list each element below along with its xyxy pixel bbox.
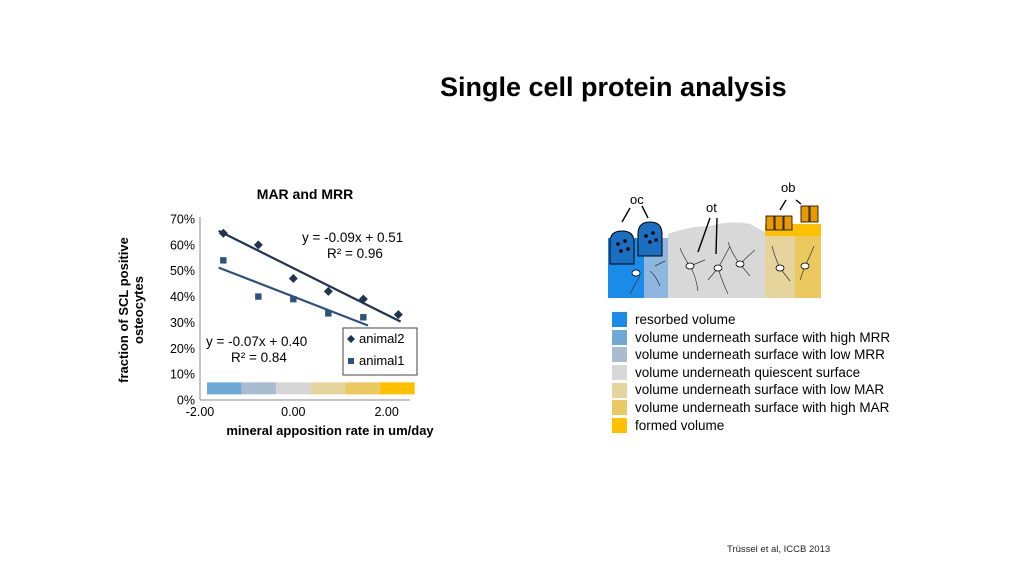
osteocyte-cell <box>775 264 785 272</box>
osteoblast-cell <box>765 215 775 231</box>
data-point-animal2 <box>393 310 403 320</box>
data-point-animal1 <box>220 257 227 264</box>
y-axis-label: fraction of SCL positiveosteocytes <box>116 237 146 383</box>
legend-swatch <box>612 400 627 416</box>
color-band-segment <box>310 382 346 395</box>
y-tick-label: 30% <box>170 316 195 330</box>
data-point-animal2 <box>218 228 228 238</box>
chart-legend <box>342 327 418 376</box>
legend-label: volume underneath surface with high MRR <box>635 329 891 345</box>
equation-animal1: y = -0.07x + 0.40 <box>206 334 307 349</box>
y-tick-label: 60% <box>170 238 195 252</box>
osteoblast-cell <box>774 215 784 231</box>
osteoblast-cell <box>809 205 819 223</box>
y-tick-label: 50% <box>170 264 195 278</box>
r-squared-animal2: R² = 0.96 <box>327 246 383 261</box>
x-axis-label: mineral apposition rate in um/day <box>226 423 434 438</box>
color-band-segment <box>207 382 242 395</box>
osteocyte-cell <box>735 260 745 268</box>
osteoclast-label: oc <box>630 192 644 207</box>
legend-swatch <box>612 329 627 345</box>
osteocyte-label: ot <box>706 200 717 215</box>
legend-label: volume underneath surface with high MAR <box>635 399 890 415</box>
legend-label: formed volume <box>635 417 725 433</box>
legend-marker-animal1 <box>348 358 354 364</box>
data-point-animal1 <box>360 314 367 321</box>
color-band-segment <box>345 382 381 395</box>
trendline-animal2 <box>218 229 402 323</box>
legend-item: volume underneath quiescent surface <box>612 364 890 382</box>
equation-animal2: y = -0.09x + 0.51 <box>302 230 403 245</box>
legend-item: volume underneath surface with low MRR <box>612 346 890 364</box>
x-tick-label: 2.00 <box>374 405 398 419</box>
legend-label-animal2: animal2 <box>359 331 405 346</box>
low-mar-region <box>765 231 795 298</box>
osteoblast-label: ob <box>781 180 795 195</box>
legend-item: resorbed volume <box>612 311 890 329</box>
legend-item: volume underneath surface with low MAR <box>612 381 890 399</box>
legend-item: volume underneath surface with high MRR <box>612 329 890 347</box>
data-point-animal1 <box>290 295 297 303</box>
y-tick-label: 20% <box>170 342 195 356</box>
legend-swatch <box>612 347 627 363</box>
osteoclast-cell <box>609 230 635 265</box>
color-band-segment <box>241 382 277 395</box>
sclerostin-chart: MAR and MRR 0% 10% 20% 30% 40% 50% 60% 70% -2.00 0… <box>116 186 434 438</box>
slide-title: Single cell protein analysis <box>440 72 787 102</box>
osteocyte-cell <box>713 264 723 272</box>
data-point-animal1 <box>325 310 332 317</box>
citation: Trüssel et al, ICCB 2013 <box>727 544 831 555</box>
remodeling-legend: resorbed volume volume underneath surfac… <box>612 311 890 434</box>
data-point-animal2 <box>288 273 298 283</box>
osteoclast-cell <box>637 221 663 257</box>
y-tick-label: 0% <box>177 394 195 408</box>
legend-swatch <box>612 312 627 328</box>
osteocyte-cell <box>685 262 695 270</box>
color-band-segment <box>276 382 311 395</box>
chart-title: MAR and MRR <box>257 186 353 202</box>
osteocyte-cell <box>631 269 641 277</box>
legend-label: volume underneath quiescent surface <box>635 364 861 380</box>
high-mar-region <box>795 224 821 298</box>
legend-label: volume underneath surface with low MAR <box>635 382 885 398</box>
x-tick-label: 0.00 <box>281 405 305 419</box>
color-band-segment <box>380 382 415 395</box>
legend-item: formed volume <box>612 417 890 435</box>
y-tick-label: 70% <box>170 213 195 227</box>
data-point-animal2 <box>358 294 368 304</box>
legend-label: resorbed volume <box>635 312 736 327</box>
legend-swatch <box>612 365 627 381</box>
legend-label-animal1: animal1 <box>359 353 405 368</box>
r-squared-animal1: R² = 0.84 <box>231 350 287 365</box>
osteoblast-cell <box>783 215 793 231</box>
legend-swatch <box>612 417 627 433</box>
quiescent-region <box>668 222 765 298</box>
osteocyte-cell <box>800 262 810 270</box>
data-point-animal2 <box>323 286 333 296</box>
legend-item: volume underneath surface with high MAR <box>612 399 890 417</box>
y-tick-label: 10% <box>170 368 195 382</box>
osteoblast-cell <box>800 205 810 223</box>
data-point-animal1 <box>255 293 262 300</box>
bone-remodeling-schematic: oc ot ob <box>608 180 821 298</box>
legend-swatch <box>612 382 627 398</box>
legend-marker-animal2 <box>347 335 355 343</box>
legend-label: volume underneath surface with low MRR <box>635 347 885 363</box>
y-tick-label: 40% <box>170 290 195 304</box>
x-tick-label: -2.00 <box>186 405 215 419</box>
